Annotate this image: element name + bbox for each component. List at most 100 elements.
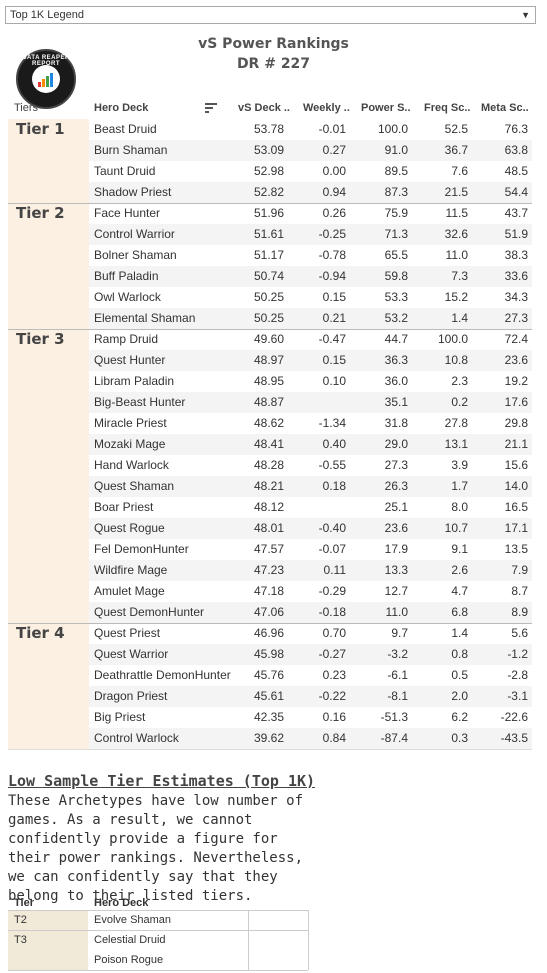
hero-deck-name: Quest DemonHunter	[94, 605, 205, 619]
tier-cell	[8, 665, 89, 686]
col-meta-score-header[interactable]: Meta Sc..	[481, 102, 529, 114]
hero-deck-name: Mozaki Mage	[94, 437, 166, 451]
table-row[interactable]: Hand Warlock 48.28 -0.55 27.3 3.9 15.6	[8, 455, 532, 476]
hero-deck-name: Boar Priest	[94, 500, 154, 514]
meta-score-value: 7.9	[511, 563, 528, 577]
vs-deck-value: 53.78	[253, 122, 284, 136]
tier-cell	[8, 308, 89, 329]
tier-label: Tier 4	[16, 624, 65, 642]
legend-filter-dropdown[interactable]: Top 1K Legend ▼	[5, 6, 536, 24]
tier-cell	[8, 581, 89, 602]
weekly-change-value: -0.25	[318, 227, 346, 241]
table-row[interactable]: Taunt Druid 52.98 0.00 89.5 7.6 48.5	[8, 161, 532, 182]
table-row[interactable]: Ramp Druid 49.60 -0.47 44.7 100.0 72.4	[8, 329, 532, 350]
vs-deck-value: 45.76	[253, 668, 284, 682]
col-power-score-header[interactable]: Power S..	[361, 102, 411, 114]
meta-score-value: 51.9	[504, 227, 528, 241]
row-background	[89, 560, 532, 581]
vs-deck-value: 47.06	[253, 605, 284, 619]
tier-cell	[8, 707, 89, 728]
row-background	[89, 182, 532, 203]
row-background	[89, 266, 532, 287]
table-row[interactable]: Boar Priest 48.12 25.1 8.0 16.5	[8, 497, 532, 518]
freq-score-value: 2.3	[451, 374, 468, 388]
table-row[interactable]: Mozaki Mage 48.41 0.40 29.0 13.1 21.1	[8, 434, 532, 455]
meta-score-value: 21.1	[504, 437, 528, 451]
freq-score-value: 1.7	[451, 479, 468, 493]
table-row[interactable]: Control Warlock 39.62 0.84 -87.4 0.3 -43.5	[8, 728, 532, 749]
meta-score-value: -3.1	[507, 689, 528, 703]
freq-score-value: 7.6	[451, 164, 468, 178]
table-row[interactable]: Amulet Mage 47.18 -0.29 12.7 4.7 8.7	[8, 581, 532, 602]
table-row[interactable]: Beast Druid 53.78 -0.01 100.0 52.5 76.3	[8, 119, 532, 140]
power-score-value: 36.0	[384, 374, 408, 388]
hero-deck-name: Quest Rogue	[94, 521, 165, 535]
table-row[interactable]: Miracle Priest 48.62 -1.34 31.8 27.8 29.8	[8, 413, 532, 434]
chevron-down-icon[interactable]: ▼	[521, 10, 530, 20]
row-background	[89, 476, 532, 497]
low-sample-row-divider	[8, 930, 308, 931]
sort-icon[interactable]	[205, 103, 217, 113]
table-row[interactable]: Quest Priest 46.96 0.70 9.7 1.4 5.6	[8, 623, 532, 644]
power-score-value: 75.9	[384, 206, 408, 220]
col-vs-deck-header[interactable]: vS Deck ..	[238, 102, 290, 114]
table-row[interactable]: Dragon Priest 45.61 -0.22 -8.1 2.0 -3.1	[8, 686, 532, 707]
row-background	[89, 644, 532, 665]
table-row[interactable]: Quest Shaman 48.21 0.18 26.3 1.7 14.0	[8, 476, 532, 497]
low-sample-tier-label: T3	[14, 934, 27, 946]
vs-deck-value: 48.01	[253, 521, 284, 535]
table-row[interactable]: Libram Paladin 48.95 0.10 36.0 2.3 19.2	[8, 371, 532, 392]
vs-deck-value: 48.28	[253, 458, 284, 472]
tier-cell	[8, 455, 89, 476]
col-hero-deck-header[interactable]: Hero Deck	[94, 102, 149, 114]
weekly-change-value: 0.15	[322, 290, 346, 304]
table-row[interactable]: Quest Hunter 48.97 0.15 36.3 10.8 23.6	[8, 350, 532, 371]
freq-score-value: 8.0	[451, 500, 468, 514]
table-row[interactable]: Big Priest 42.35 0.16 -51.3 6.2 -22.6	[8, 707, 532, 728]
meta-score-value: -2.8	[507, 668, 528, 682]
power-score-value: 65.5	[384, 248, 408, 262]
table-row[interactable]: Burn Shaman 53.09 0.27 91.0 36.7 63.8	[8, 140, 532, 161]
tier-cell	[8, 623, 89, 644]
table-row[interactable]: Face Hunter 51.96 0.26 75.9 11.5 43.7	[8, 203, 532, 224]
weekly-change-value: -0.78	[318, 248, 346, 262]
col-freq-score-header[interactable]: Freq Sc..	[424, 102, 471, 114]
weekly-change-value: -0.40	[318, 521, 346, 535]
weekly-change-value: -0.55	[318, 458, 346, 472]
power-score-value: 23.6	[384, 521, 408, 535]
freq-score-value: 0.2	[451, 395, 468, 409]
table-row[interactable]: Quest DemonHunter 47.06 -0.18 11.0 6.8 8.9	[8, 602, 532, 623]
table-row[interactable]: Wildfire Mage 47.23 0.11 13.3 2.6 7.9	[8, 560, 532, 581]
freq-score-value: 0.5	[451, 668, 468, 682]
vs-deck-value: 51.96	[253, 206, 284, 220]
hero-deck-name: Buff Paladin	[94, 269, 159, 283]
row-background	[89, 224, 532, 245]
table-row[interactable]: Buff Paladin 50.74 -0.94 59.8 7.3 33.6	[8, 266, 532, 287]
table-row[interactable]: Shadow Priest 52.82 0.94 87.3 21.5 54.4	[8, 182, 532, 203]
meta-score-value: 38.3	[504, 248, 528, 262]
table-row[interactable]: Owl Warlock 50.25 0.15 53.3 15.2 34.3	[8, 287, 532, 308]
tier-cell	[8, 119, 89, 140]
row-background	[89, 686, 532, 707]
low-sample-tier-cell	[8, 930, 88, 970]
meta-score-value: -1.2	[507, 647, 528, 661]
hero-deck-name: Elemental Shaman	[94, 311, 196, 325]
power-score-value: -8.1	[387, 689, 408, 703]
tier-cell	[8, 287, 89, 308]
table-row[interactable]: Deathrattle DemonHunter 45.76 0.23 -6.1 0.5 -…	[8, 665, 532, 686]
tier-cell	[8, 560, 89, 581]
meta-score-value: 17.1	[504, 521, 528, 535]
tier-cell	[8, 392, 89, 413]
table-row[interactable]: Bolner Shaman 51.17 -0.78 65.5 11.0 38.3	[8, 245, 532, 266]
tier-cell	[8, 602, 89, 623]
table-row[interactable]: Control Warrior 51.61 -0.25 71.3 32.6 51.9	[8, 224, 532, 245]
table-row[interactable]: Quest Rogue 48.01 -0.40 23.6 10.7 17.1	[8, 518, 532, 539]
table-row[interactable]: Quest Warrior 45.98 -0.27 -3.2 0.8 -1.2	[8, 644, 532, 665]
hero-deck-name: Big Priest	[94, 710, 146, 724]
freq-score-value: 6.2	[451, 710, 468, 724]
meta-score-value: 54.4	[504, 185, 528, 199]
table-row[interactable]: Fel DemonHunter 47.57 -0.07 17.9 9.1 13.5	[8, 539, 532, 560]
table-row[interactable]: Big-Beast Hunter 48.87 35.1 0.2 17.6	[8, 392, 532, 413]
col-weekly-header[interactable]: Weekly ..	[303, 102, 350, 114]
table-row[interactable]: Elemental Shaman 50.25 0.21 53.2 1.4 27.3	[8, 308, 532, 329]
